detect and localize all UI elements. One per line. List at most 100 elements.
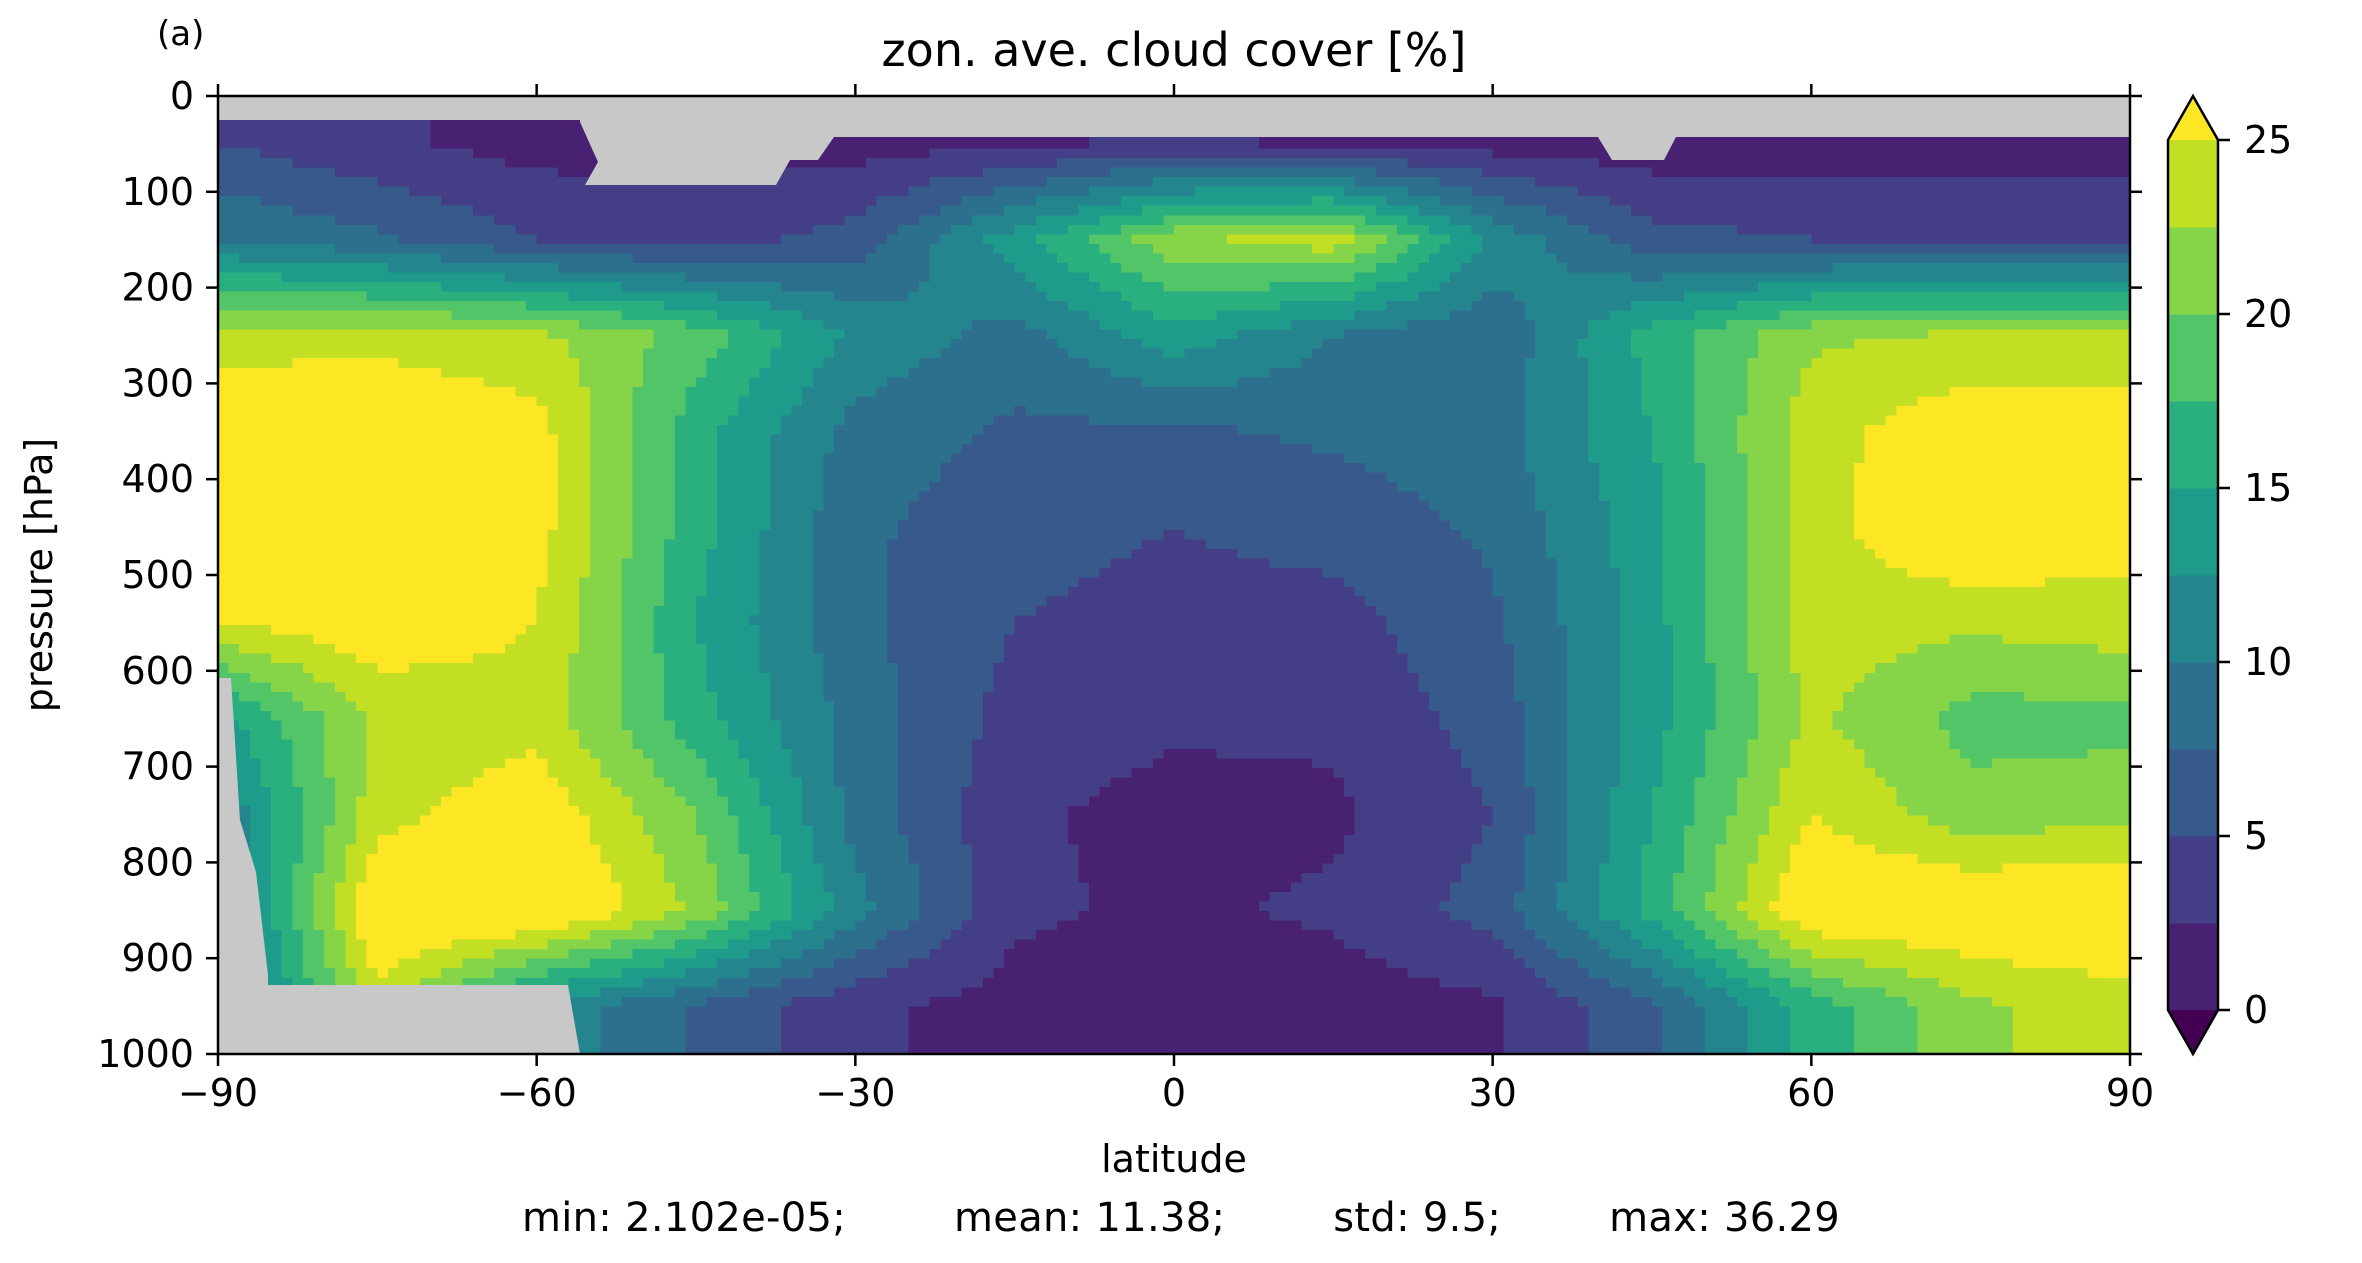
field-cell xyxy=(1768,205,1781,216)
field-cell xyxy=(929,215,941,226)
field-cell xyxy=(897,196,910,207)
field-cell xyxy=(823,234,835,245)
field-cell xyxy=(1567,148,1579,159)
field-cell xyxy=(1184,158,1196,169)
field-cell xyxy=(430,167,442,178)
field-cell xyxy=(696,301,708,312)
field-cell xyxy=(1333,329,1345,340)
field-cell xyxy=(249,119,262,131)
field-cell xyxy=(218,234,230,245)
field-cell xyxy=(621,310,633,321)
field-cell xyxy=(600,253,612,264)
field-cell xyxy=(419,186,432,197)
field-cell xyxy=(1683,281,1696,293)
field-cell xyxy=(1269,148,1281,159)
field-cell xyxy=(855,158,867,169)
field-cell xyxy=(1673,358,1685,369)
field-cell xyxy=(1938,148,1951,159)
field-cell xyxy=(1482,243,1494,254)
field-cell xyxy=(1917,262,1929,274)
field-cell xyxy=(504,310,517,321)
field-cell xyxy=(1790,215,1802,226)
field-cell xyxy=(1184,348,1196,359)
field-cell xyxy=(940,139,952,150)
field-cell xyxy=(430,320,442,331)
field-cell xyxy=(1811,167,1823,178)
field-cell xyxy=(1365,205,1377,216)
field-cell xyxy=(1811,310,1823,321)
field-cell xyxy=(1917,243,1929,254)
field-cell xyxy=(2076,139,2089,150)
field-cell xyxy=(1110,339,1122,350)
field-cell xyxy=(1917,281,1929,293)
field-cell xyxy=(642,234,655,245)
field-cell xyxy=(568,367,580,378)
field-cell xyxy=(972,377,984,388)
field-cell xyxy=(271,358,283,369)
field-cell xyxy=(1567,139,1579,150)
field-cell xyxy=(674,377,686,388)
field-cell xyxy=(557,348,570,359)
field-cell xyxy=(1237,377,1249,388)
field-cell xyxy=(494,167,506,178)
field-cell xyxy=(823,262,835,274)
field-cell xyxy=(1524,224,1536,235)
field-cell xyxy=(589,320,601,331)
field-cell xyxy=(1099,253,1111,264)
field-cell xyxy=(950,377,963,388)
field-cell xyxy=(1811,177,1823,188)
field-cell xyxy=(1354,272,1366,283)
field-cell xyxy=(1195,148,1207,159)
field-cell xyxy=(834,358,846,369)
field-cell xyxy=(1174,310,1186,321)
field-cell xyxy=(1949,272,1961,283)
field-cell xyxy=(1142,253,1154,264)
field-cell xyxy=(1322,167,1334,178)
field-cell xyxy=(685,339,697,350)
field-cell xyxy=(1120,320,1133,331)
field-cell xyxy=(1035,215,1048,226)
field-cell xyxy=(897,348,910,359)
field-cell xyxy=(547,205,559,216)
field-cell xyxy=(292,367,304,378)
field-cell xyxy=(1705,196,1717,207)
field-cell xyxy=(1004,320,1016,331)
field-cell xyxy=(1035,224,1048,235)
field-cell xyxy=(281,186,293,197)
field-cell xyxy=(1343,139,1356,150)
field-cell xyxy=(2098,272,2110,283)
field-cell xyxy=(515,367,527,378)
field-cell xyxy=(281,262,293,274)
field-cell xyxy=(1386,177,1398,188)
field-cell xyxy=(1715,196,1727,207)
field-cell xyxy=(1174,215,1186,226)
field-cell xyxy=(1057,291,1069,302)
field-cell xyxy=(1014,377,1026,388)
field-cell xyxy=(451,310,463,321)
field-cell xyxy=(345,339,357,350)
field-cell xyxy=(1120,167,1133,178)
field-cell xyxy=(1609,158,1621,169)
field-cell xyxy=(1014,262,1026,274)
field-cell xyxy=(1588,291,1600,302)
field-cell xyxy=(664,339,676,350)
field-cell xyxy=(356,205,368,216)
field-cell xyxy=(472,348,485,359)
field-cell xyxy=(1970,291,1982,302)
field-cell xyxy=(1163,367,1175,378)
field-cell xyxy=(345,234,357,245)
field-cell xyxy=(1025,186,1037,197)
field-cell xyxy=(908,367,920,378)
field-cell xyxy=(1715,234,1727,245)
field-cell xyxy=(1025,243,1037,254)
field-cell xyxy=(929,329,941,340)
field-cell xyxy=(228,253,240,264)
field-cell xyxy=(1397,281,1409,293)
field-cell xyxy=(1662,215,1674,226)
field-cell xyxy=(1991,301,2004,312)
field-cell xyxy=(557,234,570,245)
field-cell xyxy=(823,291,835,302)
field-cell xyxy=(345,348,357,359)
field-cell xyxy=(1343,243,1356,254)
field-cell xyxy=(759,243,771,254)
